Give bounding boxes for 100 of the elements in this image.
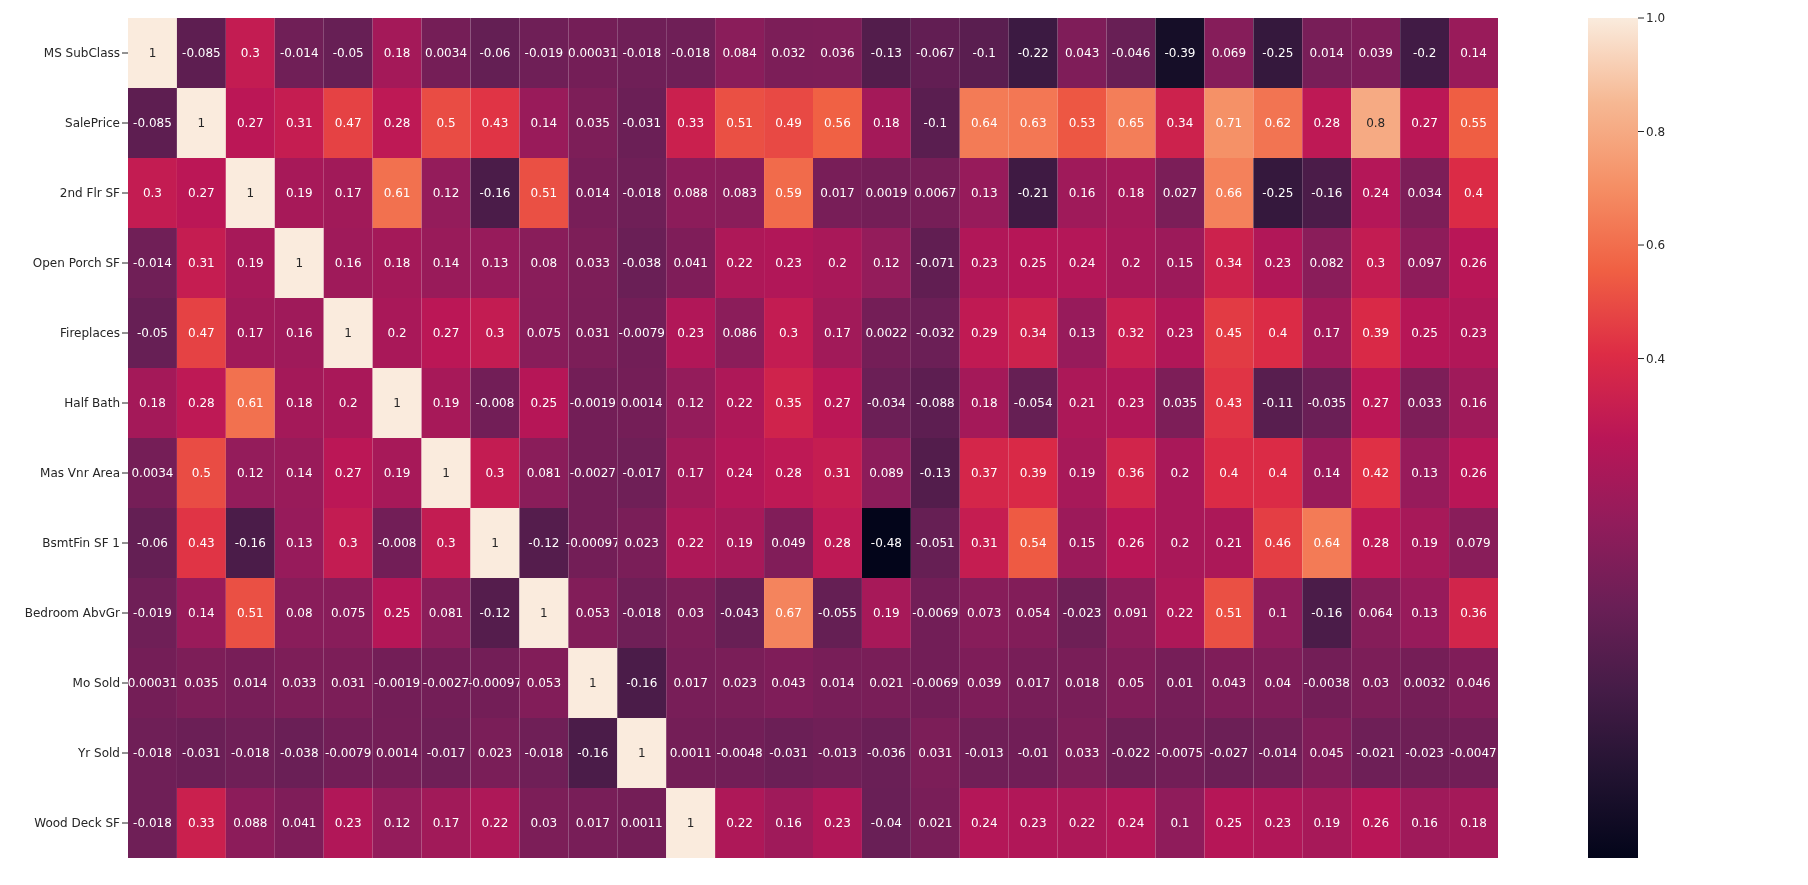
data-label: 0.5 <box>436 116 456 130</box>
data-label: 0.13 <box>1411 606 1438 620</box>
data-label: 0.039 <box>967 676 1002 690</box>
data-label: 0.086 <box>722 326 757 340</box>
y-tick-label: 2nd Flr SF <box>59 186 121 201</box>
data-label: 0.031 <box>575 326 610 340</box>
data-label: 0.097 <box>1407 256 1442 270</box>
data-label: 0.16 <box>1411 816 1438 830</box>
data-label: 0.22 <box>1068 816 1096 830</box>
data-label: 0.089 <box>869 466 904 480</box>
data-label: 0.33 <box>188 816 215 830</box>
data-label: 0.043 <box>771 676 806 690</box>
data-label: -0.0027 <box>422 676 470 690</box>
data-label: 0.2 <box>387 326 407 340</box>
data-label: 0.033 <box>1064 746 1100 760</box>
data-label: 0.035 <box>184 676 219 690</box>
data-label: 0.041 <box>282 816 317 830</box>
data-label: 0.61 <box>383 186 411 200</box>
data-label: 0.22 <box>677 536 705 550</box>
data-label: -0.067 <box>915 46 955 60</box>
data-label: 0.12 <box>432 186 460 200</box>
data-label: -0.0047 <box>1450 746 1497 760</box>
data-label: -0.0079 <box>325 746 372 760</box>
data-label: 0.3 <box>142 186 163 200</box>
data-label: 0.54 <box>1019 536 1047 550</box>
data-label: 0.51 <box>1215 606 1243 620</box>
data-label: -0.1 <box>972 46 996 60</box>
data-label: 0.018 <box>1064 676 1100 690</box>
data-label: -0.054 <box>1013 396 1053 410</box>
data-label: 0.00031 <box>568 46 618 60</box>
data-label: 0.021 <box>918 816 953 830</box>
data-label: 1 <box>540 606 548 620</box>
data-label: -0.018 <box>230 746 270 760</box>
data-label: 0.43 <box>1215 396 1243 410</box>
data-label: -0.16 <box>1311 186 1343 200</box>
y-tick-label: Half Bath <box>64 396 120 411</box>
data-label: 0.08 <box>530 256 558 270</box>
data-label: 0.28 <box>775 466 802 480</box>
y-tick-label: BsmtFin SF 1 <box>42 536 120 551</box>
data-label: -0.008 <box>475 396 515 410</box>
data-label: 0.0032 <box>1403 676 1446 690</box>
data-label: 0.082 <box>1309 256 1344 270</box>
data-label: 0.033 <box>575 256 610 270</box>
color-bar-label: 0.4 <box>1646 351 1666 366</box>
data-label: 0.03 <box>677 606 705 620</box>
data-label: -0.019 <box>524 46 564 60</box>
data-label: 1 <box>393 396 401 410</box>
data-label: 0.28 <box>824 536 851 550</box>
data-label: 0.5 <box>191 466 211 480</box>
data-label: 0.3 <box>485 326 505 340</box>
data-label: 0.34 <box>1215 256 1243 270</box>
data-label: -0.036 <box>867 746 906 760</box>
data-label: 0.25 <box>1411 326 1438 340</box>
data-label: -0.071 <box>915 256 955 270</box>
data-label: 0.34 <box>1166 116 1194 130</box>
data-label: 0.31 <box>188 256 215 270</box>
data-label: 1 <box>637 746 646 760</box>
data-label: -0.0075 <box>1156 746 1204 760</box>
data-label: 0.014 <box>575 186 610 200</box>
data-label: 0.069 <box>1211 46 1247 60</box>
data-label: 0.24 <box>726 466 753 480</box>
data-label: 0.041 <box>673 256 708 270</box>
data-label: -0.017 <box>622 466 662 480</box>
data-label: -0.034 <box>867 396 906 410</box>
data-label: 0.01 <box>1166 676 1194 690</box>
data-label: -0.018 <box>622 606 662 620</box>
data-label: 0.4 <box>1268 326 1288 340</box>
data-label: 0.027 <box>1162 186 1198 200</box>
data-label: 0.088 <box>673 186 708 200</box>
y-tick-label: Mo Sold <box>72 676 120 691</box>
data-label: 0.2 <box>1170 466 1190 480</box>
data-label: 0.00031 <box>127 676 178 690</box>
data-label: 0.39 <box>1362 326 1390 340</box>
data-label: 0.22 <box>1166 606 1194 620</box>
data-label: 0.017 <box>575 816 610 830</box>
y-tick-label: MS SubClass <box>43 46 120 61</box>
data-label: 0.17 <box>1313 326 1341 340</box>
data-label: 0.18 <box>383 256 411 270</box>
data-label: 0.34 <box>1019 326 1047 340</box>
data-label: 0.26 <box>1460 256 1487 270</box>
data-label: 0.31 <box>285 116 313 130</box>
data-label: -0.0019 <box>373 676 421 690</box>
data-label: 0.19 <box>236 256 264 270</box>
data-label: 0.083 <box>722 186 757 200</box>
data-label: -0.16 <box>234 536 266 550</box>
data-label: 0.081 <box>526 466 562 480</box>
data-label: 0.23 <box>824 816 851 830</box>
data-label: 0.19 <box>1313 816 1341 830</box>
data-label: -0.046 <box>1111 46 1151 60</box>
y-tick-label: Fireplaces <box>60 326 120 341</box>
data-label: 0.14 <box>432 256 460 270</box>
data-label: 0.27 <box>188 186 215 200</box>
color-bar-label: 0.8 <box>1646 124 1666 139</box>
data-label: 1 <box>295 256 304 270</box>
data-label: 0.19 <box>285 186 313 200</box>
data-label: -0.022 <box>1111 746 1151 760</box>
data-label: 0.27 <box>1362 396 1390 410</box>
data-label: 0.031 <box>918 746 953 760</box>
data-label: 1 <box>442 466 450 480</box>
data-label: 0.67 <box>775 606 802 620</box>
